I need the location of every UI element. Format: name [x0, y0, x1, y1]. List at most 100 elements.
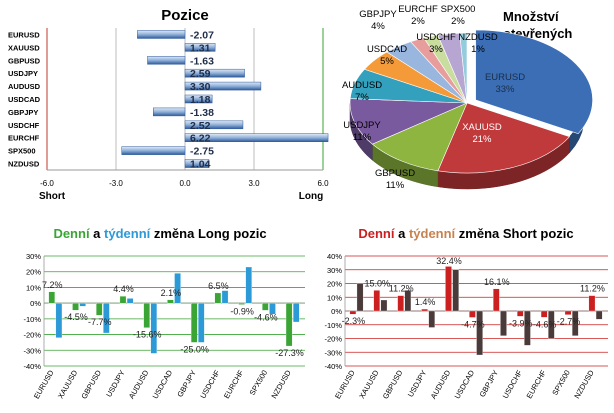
positions-value-label-xauusd: 1.31 [190, 42, 211, 54]
bar-denn--eurusd [349, 310, 357, 315]
bar-denn--xauusd [373, 290, 381, 312]
pie-label-value-spx500: 2% [451, 16, 465, 27]
positions-category-eurchf: EURCHF [8, 134, 40, 143]
data-label-usdjpy: 1.4% [415, 297, 436, 307]
bar-denn--usdjpy [119, 296, 127, 304]
category-usdcad: USDCAD [453, 368, 477, 400]
pie-label-name-usdcad: USDCAD [367, 44, 407, 55]
pie-label-value-gbpusd: 11% [386, 180, 405, 191]
open-positions-pie-chart: Množství otevřených pozic EURUSD33%XAUUS… [342, 4, 593, 191]
y-tick-label: 20% [26, 268, 41, 277]
data-label-eurchf: -0.9% [230, 307, 254, 317]
pie-label-name-spx500: SPX500 [441, 4, 476, 15]
data-label-usdchf: -3.9% [509, 318, 533, 328]
positions-bar-usdchf [184, 120, 244, 130]
bar-denn--audusd [445, 266, 452, 312]
pie-label-value-eurusd: 33% [495, 84, 515, 95]
pie-label-value-usdchf: 3% [429, 44, 443, 55]
pie-slice-gbpusd [371, 102, 468, 172]
bar-denn--nzdusd [285, 302, 293, 347]
positions-category-eurusd: EURUSD [8, 30, 40, 39]
category-usdjpy: USDJPY [406, 369, 429, 399]
positions-tick-label: -3.0 [109, 179, 123, 188]
bar-t-denn--gbpjpy [500, 310, 507, 336]
positions-tick-label: 3.0 [248, 179, 260, 188]
y-tick-label: 10% [327, 293, 342, 302]
positions-bar-usdjpy [184, 68, 245, 78]
positions-category-spx500: SPX500 [8, 147, 36, 156]
positions-bar-gbpjpy [153, 107, 186, 117]
bar-denn--usdcad [469, 310, 476, 318]
bar-t-denn--eurusd [356, 283, 364, 312]
bar-denn--audusd [143, 302, 150, 328]
bar-t-denn--usdcad [174, 273, 181, 304]
long-change-category-labels: EURUSD XAUUSD GBPUSD USDJPY AUDUSD USDCAD GBPJ… [32, 368, 293, 400]
long-change-data-labels: 7.2% -4.5%-7.7% 4.4% -15.6% 2.1% -25.0% 6.5% -0… [42, 280, 304, 358]
positions-value-label-usdcad: 1.18 [190, 94, 211, 106]
bar-t-denn--usdchf [524, 310, 531, 346]
bar-t-denn--xauusd [380, 299, 388, 312]
bar-t-denn--audusd [150, 302, 158, 354]
category-spx500: SPX500 [248, 369, 270, 397]
pie-label-value-audusd: 7% [355, 92, 369, 103]
positions-bar-usdcad [184, 94, 213, 104]
positions-tick-label: 6.0 [317, 179, 329, 188]
bar-denn--gbpjpy [493, 288, 500, 312]
bar-t-denn--nzdusd [292, 302, 300, 323]
category-usdchf: USDCHF [501, 368, 525, 400]
short-change-data-labels: -2.3%15.0%11.2%1.4%32.4%-4.7%16.1%-3.9% -… [342, 256, 605, 329]
data-label-eurchf: -4.6% [533, 319, 557, 329]
positions-title: Pozice [161, 7, 209, 24]
y-tick-label: 0% [30, 299, 41, 308]
bar-t-denn--gbpusd [103, 302, 110, 334]
y-tick-label: -10% [23, 315, 41, 324]
bar-t-denn--nzdusd [595, 310, 603, 320]
bar-t-denn--gbpusd [404, 290, 412, 312]
pie-title-line-1: Množství [503, 9, 559, 24]
pie-label-name-usdjpy: USDJPY [343, 120, 381, 131]
bar-t-denn--gbpjpy [198, 302, 205, 343]
pie-label-value-gbpjpy: 4% [371, 21, 385, 32]
bar-denn--eurusd [48, 291, 56, 304]
positions-value-label-gbpjpy: -1.38 [190, 107, 214, 119]
positions-bars: -2.071.31-1.632.593.301.18-1.382.526.22-… [121, 29, 329, 171]
y-tick-label: -20% [23, 331, 41, 340]
bar-denn--usdcad [167, 299, 174, 304]
data-label-gbpjpy: -25.0% [180, 344, 209, 354]
y-tick-label: 30% [327, 266, 342, 275]
long-change-grid: 30% 20% 10% 0% -10% -20% -30% -40% [23, 252, 305, 371]
y-tick-label: 30% [26, 252, 41, 261]
bar-t-denn--usdjpy [126, 298, 134, 304]
short-change-chart: Denní a týdenní změna Short pozic 40% 30%… [324, 226, 608, 400]
pie-slice-nzdusd [459, 32, 468, 104]
positions-category-nzdusd: NZDUSD [8, 160, 40, 169]
positions-tick-label: 0.0 [179, 179, 191, 188]
positions-value-label-spx500: -2.75 [190, 146, 214, 158]
title-part-2: týdenní [409, 226, 456, 241]
bar-t-denn--usdcad [476, 310, 483, 356]
data-label-usdcad: -4.7% [461, 319, 485, 329]
bar-t-denn--audusd [452, 269, 459, 312]
data-label-nzdusd: -27.3% [275, 348, 304, 358]
pie-slice-labels: EURUSD33%XAUUSD21%GBPUSD11%USDJPY11%AUDU… [342, 4, 525, 191]
data-label-audusd: 32.4% [436, 256, 462, 266]
title-part-0: Denní [53, 226, 90, 241]
category-audusd: AUDUSD [127, 368, 151, 400]
y-tick-label: 0% [331, 307, 342, 316]
pie-slice-xauusd [437, 102, 571, 174]
bar-t-denn--spx500 [571, 310, 579, 336]
data-label-eurusd: -2.3% [342, 316, 366, 326]
category-eurusd: EURUSD [32, 368, 56, 400]
pie-slice-usdjpy [349, 98, 468, 145]
y-tick-label: -20% [324, 335, 342, 344]
bar-denn--nzdusd [588, 295, 596, 312]
pie-label-name-nzdusd: NZDUSD [458, 32, 498, 43]
y-tick-label: -30% [23, 346, 41, 355]
pie-label-name-eurusd: EURUSD [485, 72, 525, 83]
data-label-usdjpy: 4.4% [113, 284, 134, 294]
positions-value-label-eurusd: -2.07 [190, 29, 214, 41]
bar-t-denn--eurchf [548, 310, 555, 339]
positions-value-label-usdjpy: 2.59 [190, 68, 211, 80]
category-usdcad: USDCAD [151, 368, 175, 400]
